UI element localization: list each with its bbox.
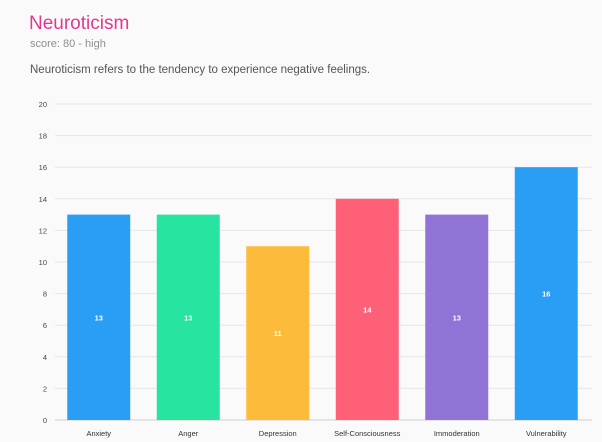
x-tick-label: Vulnerability [526,429,567,438]
y-tick-label: 20 [39,100,47,109]
y-tick-label: 6 [43,321,47,330]
bar-value-label: 13 [184,313,192,322]
x-axis: Anxiety Anger Depression Self-Consciousness… [86,429,566,438]
x-tick-label: Anger [178,429,199,438]
y-tick-label: 18 [39,132,47,141]
bar-immoderation[interactable] [425,214,489,420]
bar-vulnerability[interactable] [514,167,578,420]
bar-value-label: 13 [453,313,461,322]
y-tick-label: 12 [39,226,47,235]
y-axis: 0 2 4 6 8 10 12 14 16 18 20 [39,100,47,425]
x-tick-label: Self-Consciousness [334,429,401,438]
y-tick-label: 4 [43,353,47,362]
bar-anxiety[interactable] [67,214,131,420]
y-tick-label: 2 [43,384,47,393]
x-tick-label: Immoderation [434,429,480,438]
bar-value-label: 13 [95,313,103,322]
y-tick-label: 16 [39,163,47,172]
bar-value-label: 14 [363,305,372,314]
chart-bars: 13 13 11 14 13 16 [67,167,578,420]
bar-self-consciousness[interactable] [335,198,399,420]
x-tick-label: Depression [259,429,297,438]
bar-depression[interactable] [246,246,310,420]
y-tick-label: 0 [43,416,47,425]
page-title: Neuroticism [29,13,130,34]
y-tick-label: 14 [39,195,47,204]
score-label: score: 80 - high [30,38,106,50]
bar-value-label: 11 [274,329,282,338]
bar-value-label: 16 [542,290,550,299]
x-tick-label: Anxiety [86,429,111,438]
chart-grid [55,103,592,421]
y-tick-label: 8 [43,290,47,299]
trait-description: Neuroticism refers to the tendency to ex… [30,64,371,76]
y-tick-label: 10 [39,258,47,267]
bar-anger[interactable] [156,214,220,420]
